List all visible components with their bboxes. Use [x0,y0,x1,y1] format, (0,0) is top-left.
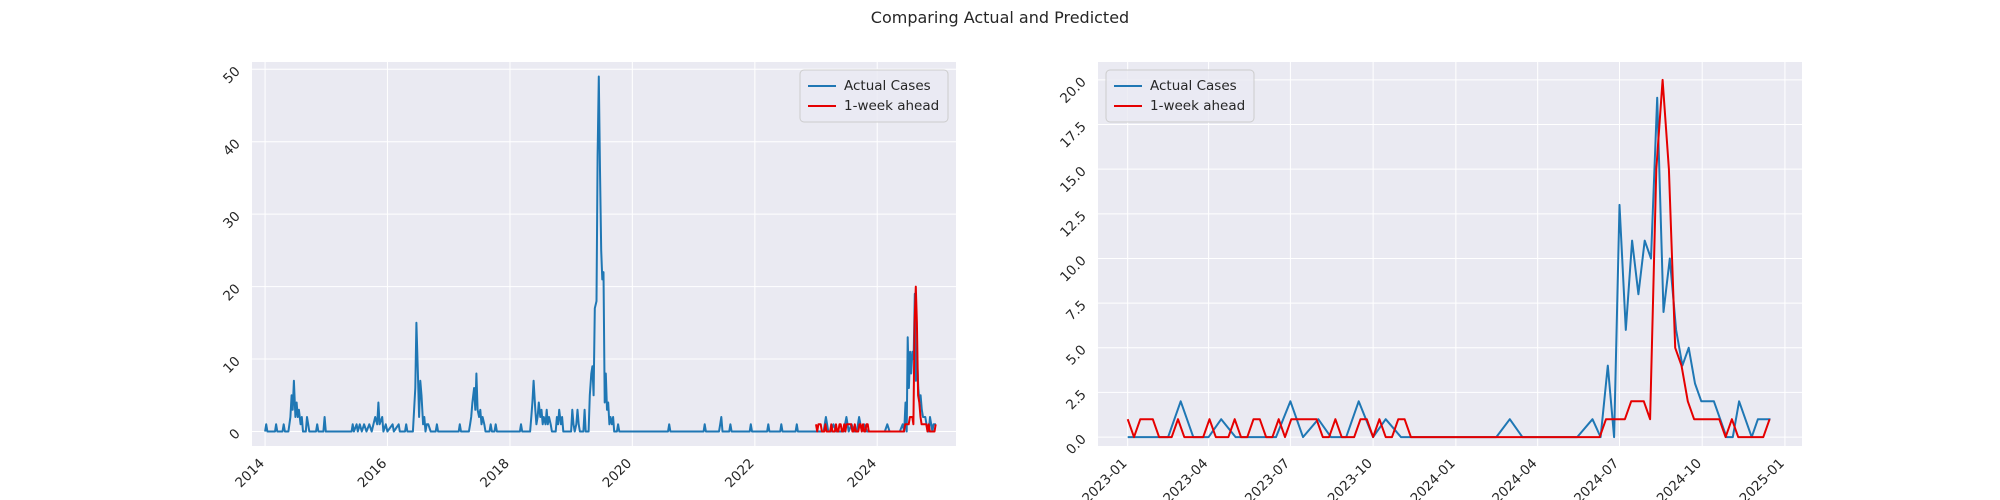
x-tick-label: 2023-04 [1160,456,1211,500]
legend-label: Actual Cases [1150,78,1237,94]
y-tick-label: 7.5 [1063,297,1090,324]
legend: Actual Cases 1-week ahead [799,69,949,123]
x-tick-label: 2024-01 [1407,456,1458,500]
x-tick-label: 2023-10 [1325,456,1376,500]
y-tick-label: 40 [220,136,243,159]
series-group [1126,78,1771,439]
x-tick-label: 2023-01 [1079,456,1130,500]
panel-2: 0.0 2.5 5.0 7.5 10.0 12.5 15.0 17.5 20.0 2023-01 2… [1057,62,1802,500]
y-tick-label: 30 [220,208,243,231]
series-group [264,75,937,433]
y-tick-label: 10.0 [1057,253,1090,286]
y-tick-label: 15.0 [1057,164,1090,197]
series-line-1-week-ahead [1126,78,1771,439]
x-tick-label: 2018 [477,456,513,492]
x-tick-label: 2023-07 [1242,456,1293,500]
y-tick-label: 0 [226,426,243,443]
x-tick-label: 2025-01 [1737,456,1788,500]
y-tick-label: 12.5 [1057,208,1090,241]
x-tick-label: 2024-10 [1654,456,1705,500]
x-tick-label: 2024 [844,456,880,492]
legend-box [1105,69,1255,123]
y-tick-label: 2.5 [1063,387,1090,414]
x-tick-label: 2014 [232,456,268,492]
y-tick-label: 5.0 [1063,342,1090,369]
series-line-1-week-ahead [815,285,937,433]
y-tick-label: 10 [220,353,243,376]
x-tick-label: 2022 [722,456,758,492]
y-tick-label: 20.0 [1057,74,1090,107]
x-tick-label: 2020 [600,456,636,492]
legend-label: 1-week ahead [1150,98,1245,114]
legend-box [799,69,949,123]
y-tick-label: 50 [220,64,243,87]
panel-1: 0 10 20 30 40 50 2014 2016 2018 2020 2022 2024 Actua… [220,62,956,491]
y-tick-label: 17.5 [1057,119,1090,152]
legend: Actual Cases 1-week ahead [1105,69,1255,123]
x-tick-label: 2016 [355,456,391,492]
legend-label: 1-week ahead [844,98,939,114]
figure-title: Comparing Actual and Predicted [870,8,1130,27]
y-tick-label: 20 [220,281,243,304]
x-tick-label: 2024-04 [1489,456,1540,500]
legend-label: Actual Cases [844,78,931,94]
x-tick-label: 2024-07 [1571,456,1622,500]
y-tick-label: 0.0 [1063,431,1090,458]
series-line-actual-cases [1127,96,1771,439]
